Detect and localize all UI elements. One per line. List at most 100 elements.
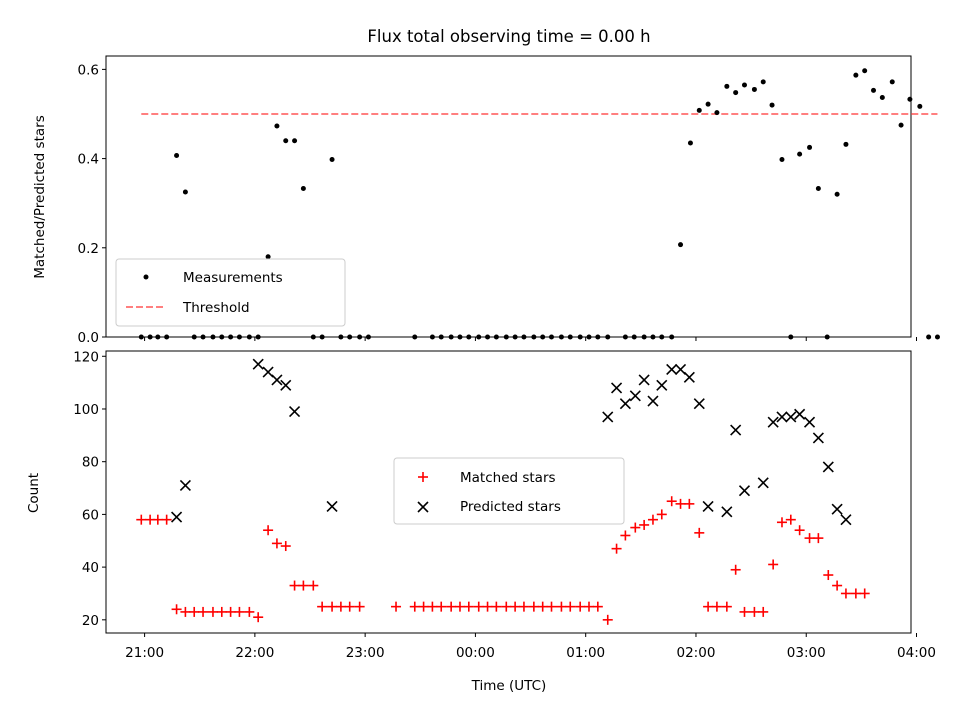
matched-star-point xyxy=(630,522,641,533)
bottom-x-tick-label: 00:00 xyxy=(456,645,495,661)
legend-measurements-label: Measurements xyxy=(183,270,283,286)
matched-star-point xyxy=(694,527,705,538)
matched-star-point xyxy=(216,606,227,617)
measurement-point xyxy=(438,334,444,340)
top-y-tick-label: 0.4 xyxy=(78,152,99,168)
measurement-point xyxy=(760,79,766,85)
measurement-point xyxy=(696,107,702,113)
predicted-star-stroke-b xyxy=(262,366,274,378)
predicted-star-stroke-b xyxy=(831,503,843,515)
predicted-star-stroke-b xyxy=(629,390,641,402)
top-y-tick-label: 0.6 xyxy=(78,62,99,78)
matched-star-point xyxy=(794,525,805,536)
measurement-point xyxy=(265,254,271,260)
matched-star-point xyxy=(280,541,291,552)
measurement-point xyxy=(577,334,583,340)
bottom-y-axis-label: Count xyxy=(26,473,42,513)
predicted-star-stroke-b xyxy=(666,363,678,376)
measurement-point xyxy=(429,334,435,340)
matched-star-point xyxy=(271,538,282,549)
measurement-point xyxy=(485,334,491,340)
measurement-point xyxy=(466,334,472,340)
legend-matched-marker xyxy=(418,472,428,482)
matched-star-point xyxy=(602,614,613,625)
matched-star-point xyxy=(501,601,512,612)
matched-star-point xyxy=(537,601,548,612)
predicted-star-point xyxy=(647,395,659,407)
matched-star-point xyxy=(850,588,861,599)
measurement-point xyxy=(917,103,923,109)
matched-star-point xyxy=(189,606,200,617)
measurement-point xyxy=(724,83,730,89)
measurement-point xyxy=(191,334,197,340)
measurement-point xyxy=(788,334,794,340)
predicted-star-stroke-b xyxy=(721,506,733,518)
bottom-y-axis: 20 40 60 80 100 120 xyxy=(73,349,106,629)
measurement-point xyxy=(503,334,509,340)
measurement-point xyxy=(807,144,813,150)
measurement-point xyxy=(283,138,289,144)
matched-star-point xyxy=(592,601,603,612)
matched-star-point xyxy=(620,530,631,541)
predicted-star-stroke-b xyxy=(803,416,816,428)
matched-star-point xyxy=(298,580,309,591)
predicted-star-stroke-b xyxy=(638,374,650,386)
predicted-star-point xyxy=(822,461,834,473)
matched-star-point xyxy=(308,580,319,591)
matched-star-point xyxy=(518,601,529,612)
predicted-star-point xyxy=(280,379,292,391)
measurement-point xyxy=(347,334,353,340)
top-legend-box xyxy=(115,258,346,327)
measurement-point xyxy=(365,334,371,340)
matched-star-point xyxy=(785,514,796,525)
predicted-star-stroke-b xyxy=(683,371,695,383)
bottom-x-tick-label: 22:00 xyxy=(235,645,274,661)
measurement-point xyxy=(595,334,601,340)
predicted-star-stroke-b xyxy=(289,406,301,418)
predicted-star-stroke-b xyxy=(280,379,292,391)
matched-star-point xyxy=(446,601,457,612)
measurement-point xyxy=(412,334,418,340)
measurement-point xyxy=(631,334,637,340)
measurement-point xyxy=(879,94,885,100)
measurement-point xyxy=(236,334,242,340)
matched-star-point xyxy=(473,601,484,612)
matched-star-point xyxy=(171,604,182,615)
predicted-star-point xyxy=(683,371,695,383)
matched-star-point xyxy=(739,606,750,617)
measurement-point xyxy=(540,334,546,340)
matched-star-point xyxy=(584,601,594,612)
measurement-points xyxy=(138,68,940,340)
measurement-point xyxy=(448,334,454,340)
measurement-point xyxy=(853,72,859,78)
measurement-point xyxy=(292,138,298,144)
matched-star-point xyxy=(656,509,667,520)
legend-predicted-marker xyxy=(417,501,429,513)
bottom-y-tick-label: 40 xyxy=(82,560,99,576)
matched-star-point xyxy=(639,519,650,530)
predicted-star-point xyxy=(693,398,705,410)
predicted-star-stroke-b xyxy=(252,358,264,370)
bottom-x-tick-label: 23:00 xyxy=(346,645,385,661)
predicted-star-point xyxy=(252,358,264,370)
matched-star-point xyxy=(491,601,502,612)
predicted-star-stroke-b xyxy=(757,477,769,489)
bottom-panel: 20 40 60 80 100 120 21:00 22:00 23:00 00:00 01:00… xyxy=(26,349,936,694)
bottom-legend: Matched stars Predicted stars xyxy=(393,457,625,525)
measurement-point xyxy=(147,334,153,340)
measurement-point xyxy=(687,140,693,146)
predicted-star-point xyxy=(171,511,183,523)
matched-star-point xyxy=(482,601,493,612)
measurement-point xyxy=(926,334,932,340)
measurement-point xyxy=(512,334,518,340)
legend-measurement-marker xyxy=(143,274,149,280)
predicted-star-stroke-b xyxy=(767,416,779,428)
measurement-point xyxy=(605,334,611,340)
measurement-point xyxy=(871,87,877,93)
matched-star-point xyxy=(859,588,870,599)
predicted-star-point xyxy=(262,366,274,378)
measurement-point xyxy=(797,151,803,157)
measurement-point xyxy=(705,101,711,107)
matched-star-point xyxy=(234,606,245,617)
bottom-x-tick-label: 02:00 xyxy=(677,645,716,661)
